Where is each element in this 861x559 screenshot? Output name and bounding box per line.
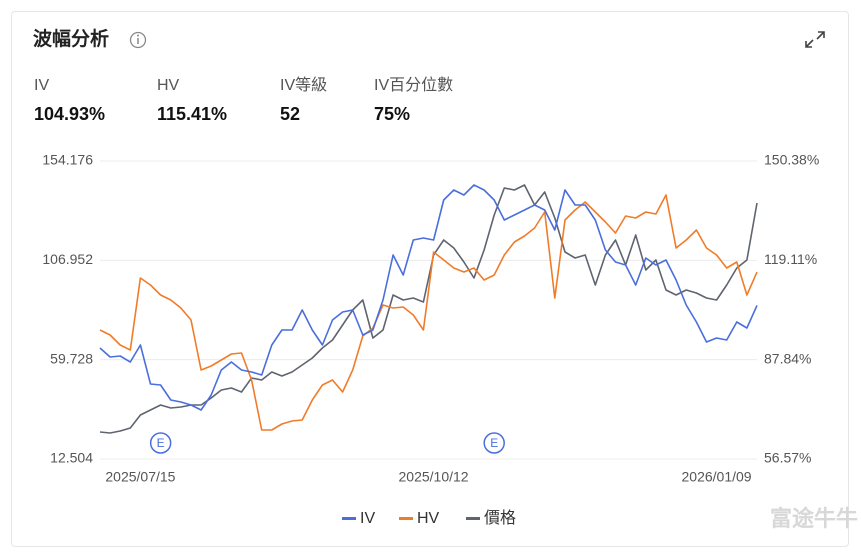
x-tick-label: 2026/01/09 [682, 469, 752, 485]
event-label: E [490, 436, 498, 450]
y2-tick-label: 150.38% [764, 152, 819, 168]
y2-tick-label: 87.84% [764, 350, 811, 366]
y-tick-label: 154.176 [42, 152, 93, 168]
legend-swatch [466, 517, 480, 520]
expand-icon[interactable] [805, 31, 825, 48]
y-tick-label: 106.952 [42, 251, 93, 267]
series-line [99, 184, 758, 434]
event-marker [149, 432, 172, 454]
x-tick-label: 2025/10/12 [399, 469, 469, 485]
series-line [99, 184, 758, 411]
y-tick-label: 59.728 [50, 350, 93, 366]
stat-label: IV百分位數 [374, 76, 453, 94]
watermark: 富途牛牛 [770, 506, 858, 531]
stat-label: IV [34, 77, 49, 94]
event-label: E [157, 436, 165, 450]
legend-label: 價格 [484, 509, 516, 527]
event-marker [483, 432, 505, 454]
y2-tick-label: 56.57% [764, 450, 811, 466]
legend-label: IV [360, 510, 375, 527]
x-tick-label: 2025/07/15 [105, 469, 175, 485]
info-icon[interactable] [129, 31, 147, 49]
card [11, 11, 849, 547]
legend-swatch [342, 517, 356, 520]
title: 波幅分析 [33, 27, 109, 50]
y-tick-label: 12.504 [50, 450, 93, 466]
stat-value: 75% [374, 104, 410, 124]
stat-value: 115.41% [157, 104, 227, 124]
y2-tick-label: 119.11% [764, 251, 817, 267]
stat-value: 104.93% [34, 104, 105, 124]
series-line [99, 194, 758, 431]
legend-label: HV [417, 510, 440, 527]
stat-label: HV [157, 77, 180, 94]
stat-value: 52 [280, 104, 300, 124]
stat-label: IV等級 [280, 76, 327, 94]
legend-swatch [399, 517, 413, 520]
